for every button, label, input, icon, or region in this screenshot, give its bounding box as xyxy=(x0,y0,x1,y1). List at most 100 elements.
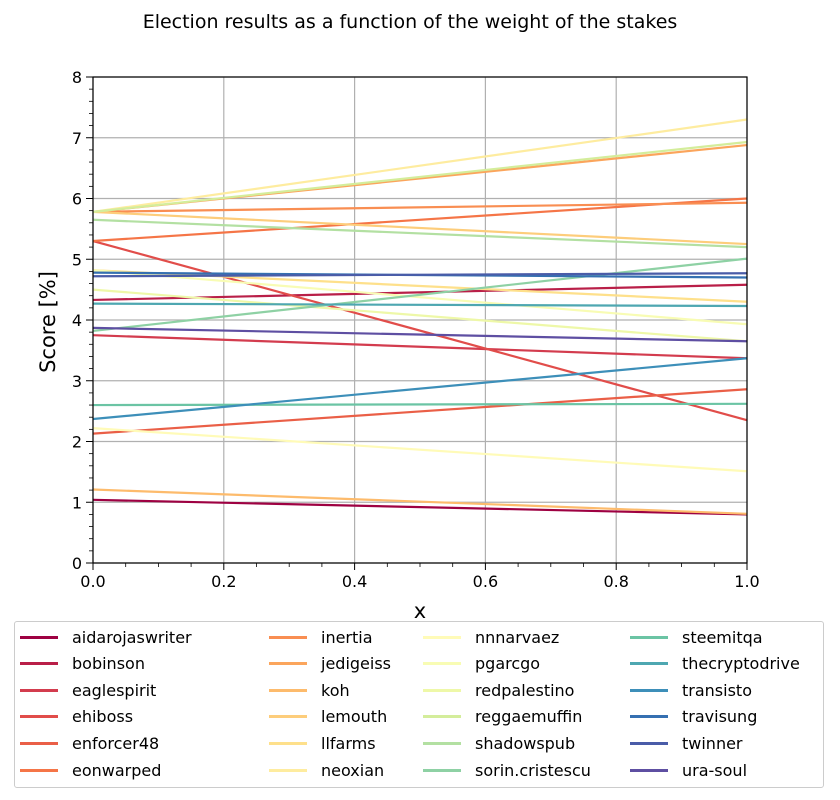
chart-title: Election results as a function of the we… xyxy=(143,11,678,33)
legend-item: travisung xyxy=(630,707,757,727)
legend-label: steemitqa xyxy=(682,627,763,647)
legend-swatch xyxy=(269,688,307,692)
legend-label: llfarms xyxy=(321,733,376,753)
x-tick-label: 1.0 xyxy=(734,572,759,591)
legend-item: reggaemuffin xyxy=(423,707,582,727)
legend-item: koh xyxy=(269,680,350,700)
legend-item: shadowspub xyxy=(423,733,575,753)
x-axis-label: x xyxy=(414,599,426,620)
y-tick-label: 3 xyxy=(72,372,82,391)
legend-label: eonwarped xyxy=(72,760,162,780)
legend-swatch xyxy=(20,662,58,666)
legend-label: enforcer48 xyxy=(72,733,160,753)
legend-item: ura-soul xyxy=(630,760,747,780)
series-line-sorin-cristescu xyxy=(92,257,748,333)
legend-label: nnnarvaez xyxy=(475,627,560,647)
legend-label: pgarcgo xyxy=(475,654,541,674)
legend-item: transisto xyxy=(630,680,752,700)
x-tick-label: 0.8 xyxy=(603,572,628,591)
series-line-pgarcgo xyxy=(92,269,748,326)
legend-label: ura-soul xyxy=(682,760,748,780)
legend-label: neoxian xyxy=(321,760,385,780)
y-tick-label: 4 xyxy=(72,311,82,330)
legend-item: neoxian xyxy=(269,760,384,780)
series-line-steemitqa xyxy=(92,402,748,407)
legend-swatch xyxy=(423,635,461,639)
legend-label: jedigeiss xyxy=(321,654,392,674)
legend-label: thecryptodrive xyxy=(682,654,800,674)
x-tick-label: 0.0 xyxy=(80,572,105,591)
legend-item: twinner xyxy=(630,733,743,753)
legend-item: sorin.cristescu xyxy=(423,760,591,780)
y-tick-label: 6 xyxy=(72,190,82,209)
legend-item: redpalestino xyxy=(423,680,574,700)
legend-label: reggaemuffin xyxy=(475,707,583,727)
legend-swatch xyxy=(423,662,461,666)
legend-swatch xyxy=(20,635,58,639)
y-tick-label: 2 xyxy=(72,433,82,452)
legend-item: enforcer48 xyxy=(20,733,159,753)
legend-item: jedigeiss xyxy=(269,654,391,674)
series-line-lemouth xyxy=(92,210,748,246)
legend-item: aidarojaswriter xyxy=(20,627,192,647)
x-tick-label: 0.6 xyxy=(473,572,498,591)
series-lines xyxy=(92,118,748,516)
legend-label: bobinson xyxy=(72,654,145,674)
legend-swatch xyxy=(269,741,307,745)
legend-label: twinner xyxy=(682,733,743,753)
legend-item: lemouth xyxy=(269,707,387,727)
legend-swatch xyxy=(269,635,307,639)
series-line-aidarojaswriter xyxy=(92,498,748,516)
legend-label: travisung xyxy=(682,707,758,727)
legend-swatch xyxy=(630,715,668,719)
legend-label: koh xyxy=(321,680,350,700)
y-axis-label: Score [%] xyxy=(36,271,60,373)
x-tick-label: 0.4 xyxy=(342,572,367,591)
y-tick-label: 5 xyxy=(72,250,82,269)
legend-item: eaglespirit xyxy=(20,680,156,700)
series-line-redpalestino xyxy=(92,288,748,343)
legend-label: ehiboss xyxy=(72,707,134,727)
series-line-eaglespirit xyxy=(92,334,748,360)
y-tick-label: 1 xyxy=(72,493,82,512)
y-tick-label: 8 xyxy=(72,68,82,87)
legend-item: bobinson xyxy=(20,654,145,674)
series-line-nnnarvaez xyxy=(92,427,748,473)
series-line-ehiboss xyxy=(92,239,748,422)
legend-item: eonwarped xyxy=(20,760,161,780)
legend-label: shadowspub xyxy=(475,733,576,753)
legend-swatch xyxy=(423,688,461,692)
legend-swatch xyxy=(630,688,668,692)
legend-label: sorin.cristescu xyxy=(475,760,591,780)
legend-label: lemouth xyxy=(321,707,388,727)
legend-swatch xyxy=(269,715,307,719)
line-chart: Election results as a function of the we… xyxy=(36,11,760,620)
legend-item: pgarcgo xyxy=(423,654,540,674)
legend-swatch xyxy=(423,741,461,745)
series-line-eonwarped xyxy=(92,197,748,243)
legend-item: nnnarvaez xyxy=(423,627,559,647)
series-line-koh xyxy=(92,488,748,515)
series-line-ura-soul xyxy=(92,326,748,343)
series-line-transisto xyxy=(92,357,748,421)
legend-swatch xyxy=(20,741,58,745)
legend-swatch xyxy=(20,768,58,772)
legend-swatch xyxy=(630,662,668,666)
legend-swatch xyxy=(20,715,58,719)
legend-item: ehiboss xyxy=(20,707,133,727)
series-line-shadowspub xyxy=(92,218,748,249)
legend-item: llfarms xyxy=(269,733,376,753)
axis-ticks: 0.0 0.2 0.4 0.6 0.8 1.0 0 1 2 3 4 5 6 7 8 xyxy=(72,68,760,591)
legend-swatch xyxy=(423,768,461,772)
legend-item: steemitqa xyxy=(630,627,763,647)
legend-swatch xyxy=(423,715,461,719)
legend: aidarojaswriter bobinson eaglespirit ehibos… xyxy=(14,621,824,788)
series-line-twinner xyxy=(92,272,748,278)
legend-label: aidarojaswriter xyxy=(72,627,192,647)
y-tick-label: 0 xyxy=(72,554,82,573)
x-tick-label: 0.2 xyxy=(211,572,236,591)
legend-swatch xyxy=(630,768,668,772)
legend-item: inertia xyxy=(269,627,373,647)
series-line-neoxian xyxy=(92,118,748,213)
legend-label: redpalestino xyxy=(475,680,575,700)
